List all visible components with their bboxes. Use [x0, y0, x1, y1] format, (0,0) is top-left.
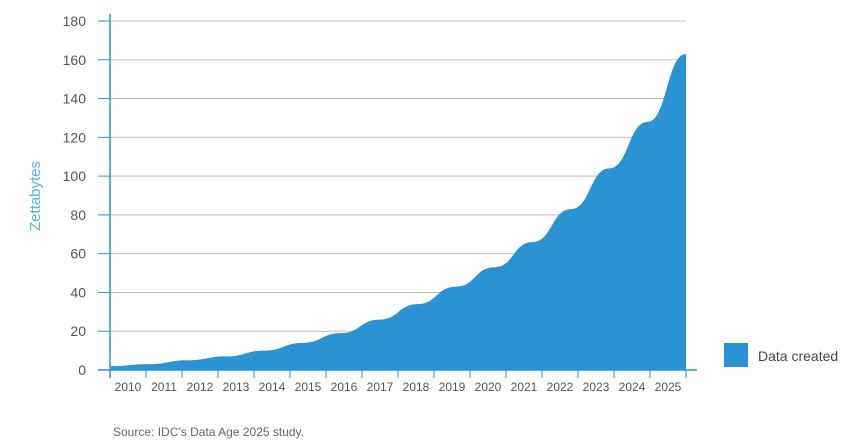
y-axis-label: Zettabytes: [27, 161, 44, 231]
x-tick-label-2015: 2015: [295, 380, 322, 394]
y-tick-label-100: 100: [63, 168, 87, 184]
y-tick-label-140: 140: [63, 91, 87, 107]
grid-lines: [110, 20, 686, 332]
legend: Data created: [724, 343, 838, 367]
legend-swatch: [724, 343, 748, 367]
y-tick-labels: 0 20 40 60 80 100 120 140 160 180: [63, 13, 87, 378]
x-tick-label-2012: 2012: [187, 380, 214, 394]
x-tick-labels: 2010 2011 2012 2013 2014 2015 2016 2017 2018 2019…: [109, 370, 687, 394]
x-tick-label-2011: 2011: [151, 380, 177, 394]
x-tick-label-2019: 2019: [439, 380, 466, 394]
y-tick-label-40: 40: [70, 284, 86, 300]
x-tick-label-2010: 2010: [115, 380, 142, 394]
y-tick-label-60: 60: [70, 246, 86, 262]
source-note: Source: IDC’s Data Age 2025 study.: [113, 425, 304, 439]
series-area-data-created: [111, 53, 686, 370]
x-tick-label-2024: 2024: [619, 380, 646, 394]
x-tick-label-2017: 2017: [367, 380, 394, 394]
y-tick-label-180: 180: [63, 13, 87, 29]
x-tick-label-2013: 2013: [223, 380, 250, 394]
y-tick-label-160: 160: [63, 52, 87, 68]
x-tick-label-2014: 2014: [259, 380, 286, 394]
x-tick-label-2023: 2023: [583, 380, 610, 394]
series-area-group: [111, 53, 686, 370]
x-tick-label-2016: 2016: [331, 380, 358, 394]
legend-label: Data created: [758, 348, 838, 364]
y-tick-label-0: 0: [78, 362, 86, 378]
y-tick-label-20: 20: [70, 323, 86, 339]
y-tick-label-80: 80: [70, 207, 86, 223]
x-tick-label-2020: 2020: [475, 380, 502, 394]
x-tick-label-2025: 2025: [655, 380, 682, 394]
x-tick-label-2022: 2022: [547, 380, 574, 394]
x-tick-label-2018: 2018: [403, 380, 430, 394]
y-tick-label-120: 120: [63, 129, 87, 145]
x-tick-label-2021: 2021: [511, 380, 538, 394]
